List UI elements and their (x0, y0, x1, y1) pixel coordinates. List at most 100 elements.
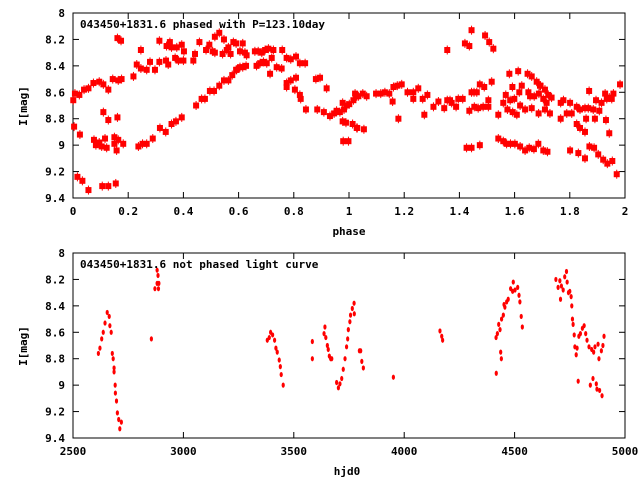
data-point (274, 345, 278, 351)
data-point (344, 344, 349, 350)
y-tick-label: 8.8 (45, 113, 65, 126)
y-tick-label: 8 (58, 247, 65, 260)
data-point (516, 284, 520, 290)
data-point (587, 344, 591, 350)
phased-plot: 8 8.2 8.4 8.6 8.8 9 9.2 9.4 0 0.2 0.4 0.6 0.8 1 1.2 1.… (17, 7, 628, 238)
data-point (101, 329, 105, 335)
data-point (350, 305, 354, 312)
x-tick-label: 1.4 (449, 205, 469, 218)
plot-frame (72, 252, 626, 439)
data-point (157, 280, 161, 286)
x-tick-label: 2500 (60, 445, 87, 458)
data-point (574, 352, 578, 358)
data-point (322, 331, 326, 337)
data-point (98, 345, 102, 351)
y-tick-label: 8.2 (45, 33, 65, 46)
data-point (113, 382, 117, 388)
x-tick-label: 0 (70, 205, 77, 218)
y-tick-label: 9.2 (45, 166, 65, 179)
x-tick-label: 4000 (391, 445, 418, 458)
data-point (576, 378, 580, 384)
data-point (499, 349, 503, 355)
y-tick-label: 9 (58, 139, 65, 152)
data-point (335, 379, 339, 386)
data-point (341, 366, 345, 372)
data-point (558, 278, 562, 284)
data-point (494, 334, 498, 341)
tick-marks (72, 12, 626, 199)
data-point (599, 348, 603, 354)
data-point (517, 292, 521, 298)
data-point (96, 350, 100, 357)
data-point (556, 284, 560, 290)
data-point (558, 296, 563, 302)
data-point (563, 274, 567, 280)
data-point (310, 356, 314, 362)
x-axis-label: hjd0 (334, 465, 361, 478)
data-point (338, 381, 342, 387)
data-point (340, 375, 344, 382)
data-point (440, 333, 444, 339)
data-point (360, 358, 364, 364)
data-point (103, 320, 107, 326)
data-point (359, 348, 363, 354)
data-point (506, 296, 510, 302)
plot-title: 043450+1831.6 phased with P=123.10day (80, 18, 325, 31)
data-point (584, 331, 588, 337)
data-point (598, 387, 602, 394)
data-point (281, 382, 285, 388)
data-point (310, 338, 314, 345)
plot-title: 043450+1831.6 not phased light curve (80, 258, 319, 271)
data-point (109, 329, 113, 335)
y-tick-label: 8 (58, 7, 65, 20)
data-point (499, 356, 503, 362)
y-tick-label: 8.4 (45, 300, 65, 313)
data-point (501, 312, 505, 318)
y-tick-label: 9 (58, 379, 65, 392)
data-point (391, 374, 395, 380)
data-point (519, 313, 523, 320)
data-point (438, 328, 442, 334)
data-point (275, 349, 279, 355)
data-point (325, 342, 329, 349)
data-point (593, 344, 597, 350)
data-point (352, 300, 356, 306)
y-tick-label: 8.4 (45, 60, 65, 73)
data-point (511, 288, 515, 294)
x-tick-labels: 0 0.2 0.4 0.6 0.8 1 1.2 1.4 1.6 1.8 2 (70, 205, 629, 218)
data-point (279, 371, 283, 378)
data-point (346, 327, 350, 333)
data-point (119, 419, 123, 425)
data-point (591, 375, 595, 382)
data-point (108, 323, 112, 329)
data-points (70, 25, 624, 195)
data-point (323, 324, 327, 330)
data-point (588, 382, 592, 388)
data-point (107, 313, 111, 320)
x-tick-label: 1.8 (560, 205, 580, 218)
data-point (597, 356, 601, 362)
data-point (153, 286, 157, 292)
data-point (271, 332, 275, 338)
tick-marks (72, 252, 626, 439)
data-point (585, 337, 589, 343)
data-point (570, 316, 575, 322)
data-point (100, 336, 104, 342)
data-point (117, 416, 121, 423)
data-point (571, 321, 575, 327)
data-point (575, 345, 579, 351)
data-point (330, 356, 334, 362)
data-point (494, 370, 498, 376)
x-tick-label: 0.2 (118, 205, 138, 218)
data-point (569, 294, 573, 300)
y-tick-label: 8.6 (45, 86, 65, 99)
data-point (572, 332, 576, 338)
data-point (592, 349, 596, 355)
data-point (518, 299, 522, 305)
data-point (326, 346, 330, 353)
data-point (118, 426, 122, 432)
x-tick-label: 1.2 (394, 205, 414, 218)
y-tick-label: 9.4 (45, 432, 65, 445)
